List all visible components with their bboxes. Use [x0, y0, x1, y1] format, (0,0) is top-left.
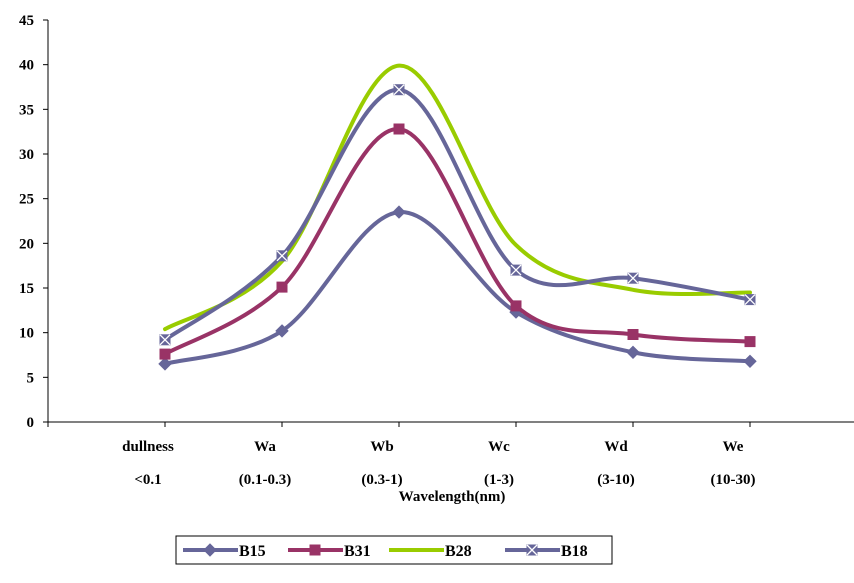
- data-point-B18: [510, 264, 522, 276]
- series-group: [158, 63, 757, 371]
- x-axis-label: Wavelength(nm): [399, 489, 506, 505]
- data-point-B31: [393, 123, 405, 135]
- data-point-B18: [627, 272, 639, 284]
- x-category-label: Wb: [370, 439, 393, 455]
- legend: B15 B31 B28 B18: [175, 535, 613, 565]
- x-axis-ticks: dullness <0.1 Wa (0.1-0.3) Wb (0.3-1) Wc (1-3) W…: [47, 422, 756, 488]
- y-tick-label: 25: [19, 192, 34, 208]
- data-point-B31: [276, 281, 288, 293]
- data-point-B15: [158, 357, 172, 371]
- data-point-B31: [159, 348, 171, 360]
- y-tick-label: 40: [19, 58, 34, 74]
- legend-label: B18: [561, 543, 588, 560]
- marker-cross: [627, 272, 639, 284]
- legend-label: B31: [344, 543, 371, 560]
- x-category-label: Wa: [254, 439, 276, 455]
- series-line-B31: [163, 126, 752, 357]
- marker-cross: [159, 334, 171, 346]
- x-category-label: We: [723, 439, 744, 455]
- y-tick-label: 30: [19, 147, 34, 163]
- marker-cross: [744, 294, 756, 306]
- x-category-label: dullness: [122, 439, 174, 455]
- data-point-B31: [510, 300, 522, 312]
- legend-label: B28: [445, 543, 472, 560]
- legend-label: B15: [239, 543, 266, 560]
- x-category-sublabel: <0.1: [134, 472, 161, 488]
- y-tick-label: 15: [19, 281, 34, 297]
- series-B31: [159, 123, 756, 360]
- legend-item-B18: B18: [505, 543, 588, 560]
- marker-cross: [276, 250, 288, 262]
- legend-item-B15: B15: [183, 543, 266, 560]
- y-tick-label: 10: [19, 326, 34, 342]
- x-category-sublabel: (0.3-1): [361, 472, 402, 488]
- data-point-B31: [744, 336, 756, 348]
- data-point-B15: [743, 354, 757, 369]
- data-point-B18: [393, 84, 405, 96]
- data-point-B15: [626, 345, 640, 360]
- y-tick-label: 0: [27, 415, 35, 431]
- y-tick-label: 5: [27, 370, 35, 386]
- y-tick-label: 35: [19, 102, 34, 118]
- data-point-B15: [275, 324, 289, 338]
- data-point-B18: [276, 250, 288, 262]
- marker-cross: [510, 264, 522, 276]
- legend-item-B28: B28: [389, 543, 472, 560]
- data-point-B31: [627, 329, 639, 340]
- legend-marker: [526, 544, 538, 556]
- x-category-sublabel: (1-3): [484, 472, 514, 488]
- y-axis-ticks: 0 5 10 15 20 25 30 35 40 45: [19, 13, 48, 431]
- series-line-B28: [163, 63, 752, 332]
- axes: [47, 20, 854, 423]
- series-B18: [159, 84, 756, 346]
- marker-cross: [393, 84, 405, 96]
- x-category-label: Wc: [488, 439, 510, 455]
- x-category-label: Wd: [604, 439, 628, 455]
- legend-item-B31: B31: [288, 543, 371, 560]
- data-point-B18: [744, 294, 756, 306]
- data-point-B18: [159, 334, 171, 346]
- series-line-B18: [163, 87, 752, 342]
- x-category-sublabel: (0.1-0.3): [239, 472, 292, 488]
- legend-marker: [203, 543, 217, 557]
- y-tick-label: 20: [19, 236, 34, 252]
- series-B28: [163, 63, 752, 332]
- data-point-B15: [392, 205, 406, 219]
- x-category-sublabel: (3-10): [597, 472, 635, 488]
- y-tick-label: 45: [19, 13, 34, 29]
- marker-cross: [526, 544, 538, 556]
- legend-marker: [309, 544, 321, 556]
- x-category-sublabel: (10-30): [711, 472, 756, 488]
